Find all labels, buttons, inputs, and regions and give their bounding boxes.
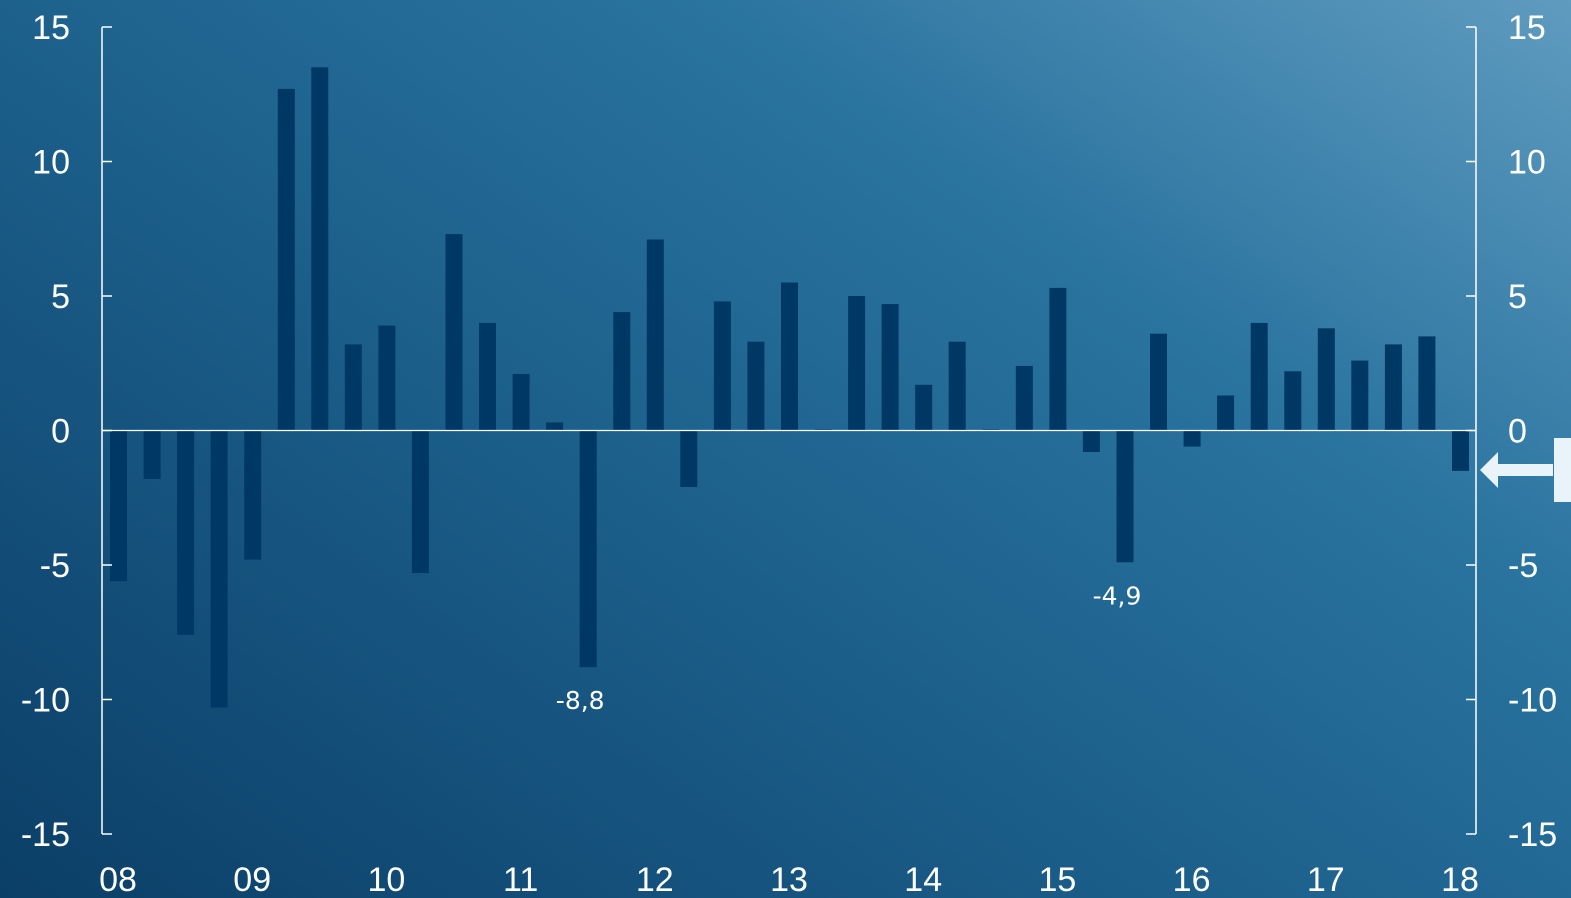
x-tick-label: 12 [636, 861, 674, 898]
bar-21 [814, 429, 832, 431]
left-tick-label: 5 [51, 278, 70, 316]
right-tick-label: 10 [1508, 144, 1546, 182]
bar-25 [948, 341, 966, 431]
bar-30 [1116, 430, 1134, 563]
bar-16 [646, 239, 664, 431]
bar-0 [110, 430, 127, 582]
bar-3 [210, 430, 228, 708]
left-tick-label: 15 [32, 9, 70, 47]
left-tick-label: -5 [40, 547, 70, 585]
bar-19 [747, 341, 765, 431]
bar-2 [177, 430, 195, 635]
bar-35 [1284, 371, 1302, 431]
right-tick-label: -5 [1508, 547, 1538, 585]
bar-11 [479, 322, 496, 431]
bar-37 [1351, 360, 1369, 431]
bar-31 [1150, 333, 1167, 431]
left-tick-label: -15 [21, 816, 70, 854]
annotations-group: -8,8 -4,9 [556, 581, 1142, 715]
left-tick-label: 10 [32, 144, 70, 182]
right-tick-label: 0 [1508, 413, 1527, 451]
bar-20 [781, 282, 798, 431]
bar-6 [311, 67, 329, 431]
x-tick-label: 13 [770, 861, 808, 898]
bar-13 [546, 422, 564, 431]
x-tick-label: 10 [367, 861, 405, 898]
bar-10 [445, 234, 463, 431]
right-ticks-group: 15 10 5 0 -5 -10 -15 [1466, 9, 1557, 854]
x-tick-label: 16 [1173, 861, 1211, 898]
left-tick-label: -10 [21, 682, 70, 720]
x-tick-label: 09 [233, 861, 271, 898]
bar-7 [344, 344, 362, 431]
x-ticks-group: 08 09 10 11 12 13 14 15 16 17 18 [99, 861, 1479, 898]
x-tick-label: 14 [904, 861, 942, 898]
bar-33 [1217, 395, 1235, 431]
right-tick-label: -10 [1508, 682, 1557, 720]
x-tick-label: 15 [1038, 861, 1076, 898]
bar-15 [613, 312, 631, 431]
x-tick-label: 17 [1307, 861, 1345, 898]
bar-17 [680, 430, 698, 487]
left-tick-label: 0 [51, 413, 70, 451]
data-label: -8,8 [556, 686, 605, 715]
x-tick-label: 08 [99, 861, 137, 898]
bar-28 [1049, 287, 1067, 431]
bar-5 [277, 88, 295, 431]
bar-8 [378, 325, 396, 431]
left-ticks-group: 15 10 5 0 -5 -10 -15 [21, 9, 112, 854]
bar-26 [982, 429, 1000, 431]
axes-group [101, 27, 1477, 834]
bar-22 [848, 296, 866, 431]
bar-38 [1384, 344, 1402, 431]
bar-4 [244, 430, 262, 560]
bar-27 [1015, 365, 1033, 431]
bar-23 [881, 304, 899, 431]
bar-39 [1418, 336, 1436, 431]
bar-29 [1082, 430, 1100, 452]
right-tick-label: -15 [1508, 816, 1557, 854]
bar-34 [1250, 322, 1268, 431]
bar-40 [1452, 430, 1469, 471]
bars-group [110, 67, 1469, 708]
bar-32 [1183, 430, 1201, 447]
left-arrow-icon [1480, 438, 1571, 502]
bar-1 [143, 430, 161, 479]
right-tick-label: 15 [1508, 9, 1546, 47]
bar-12 [512, 374, 530, 431]
bar-9 [411, 430, 429, 574]
bar-18 [713, 301, 731, 431]
right-tick-label: 5 [1508, 278, 1527, 316]
bar-36 [1317, 328, 1335, 431]
bar-24 [915, 384, 933, 431]
x-tick-label: 11 [503, 861, 538, 898]
x-tick-label: 18 [1441, 861, 1479, 898]
data-label: -4,9 [1093, 581, 1142, 610]
bar-14 [579, 430, 597, 668]
